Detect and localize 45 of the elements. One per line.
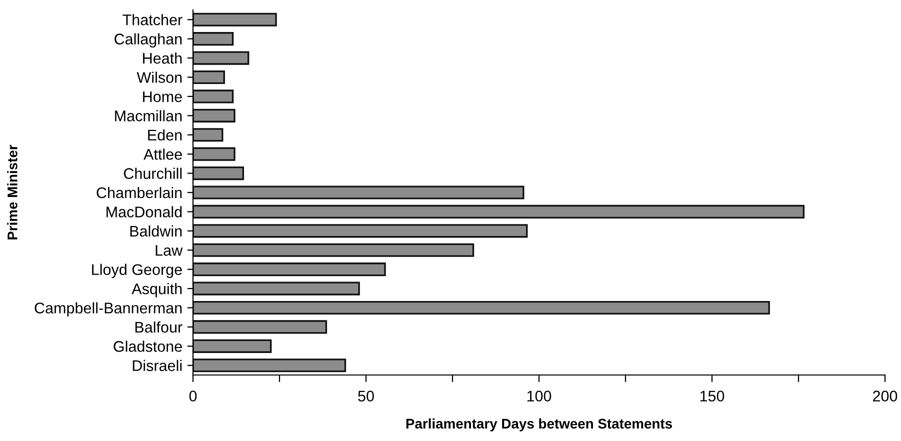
bar xyxy=(193,147,236,161)
y-tick-label: Callaghan xyxy=(114,33,182,48)
y-tick-label: Campbell-Bannerman xyxy=(34,302,182,316)
y-tick-label: Lloyd George xyxy=(92,264,182,278)
y-tick-label: Baldwin xyxy=(130,225,182,237)
bar xyxy=(193,300,770,315)
y-tick-label: Wilson xyxy=(136,72,182,83)
y-tick-label: Churchill xyxy=(124,168,182,179)
bar xyxy=(193,320,328,334)
x-tick-label: 150 xyxy=(700,390,724,402)
bar xyxy=(193,166,244,180)
bar xyxy=(193,224,528,238)
bar xyxy=(193,282,360,296)
bar xyxy=(193,243,474,257)
bar xyxy=(193,339,272,353)
y-tick-label: Home xyxy=(143,91,182,102)
bar xyxy=(193,51,250,65)
y-tick-label: Asquith xyxy=(132,283,182,298)
y-tick-label: Thatcher xyxy=(122,14,182,26)
bar xyxy=(193,70,225,84)
y-tick-label: Chamberlain xyxy=(96,186,182,198)
y-tick-label: Law xyxy=(156,245,183,256)
bar xyxy=(193,128,224,142)
bar xyxy=(193,358,346,372)
bar xyxy=(193,204,805,218)
bar xyxy=(193,262,386,276)
y-tick-label: Eden xyxy=(148,129,182,141)
x-tick-label: 100 xyxy=(527,390,552,402)
x-tick-label: 200 xyxy=(873,390,898,402)
y-tick-label: Attlee xyxy=(144,148,182,160)
y-tick-label: Macmillan xyxy=(115,110,182,122)
y-tick-label: Gladstone xyxy=(114,340,182,352)
y-axis-title: Prime Minister xyxy=(7,144,18,240)
y-tick-label: Heath xyxy=(143,52,182,64)
y-tick-label: Disraeli xyxy=(132,360,182,372)
bar xyxy=(193,90,234,104)
bar xyxy=(193,32,234,46)
bar xyxy=(193,108,236,122)
bar xyxy=(193,12,277,26)
y-tick-label: Balfour xyxy=(135,321,182,333)
x-tick-label: 0 xyxy=(189,390,197,402)
x-tick-label: 50 xyxy=(358,390,374,402)
bar xyxy=(193,186,524,200)
x-axis-title: Parliamentary Days between Statements xyxy=(406,418,672,432)
y-tick-label: MacDonald xyxy=(106,206,182,218)
